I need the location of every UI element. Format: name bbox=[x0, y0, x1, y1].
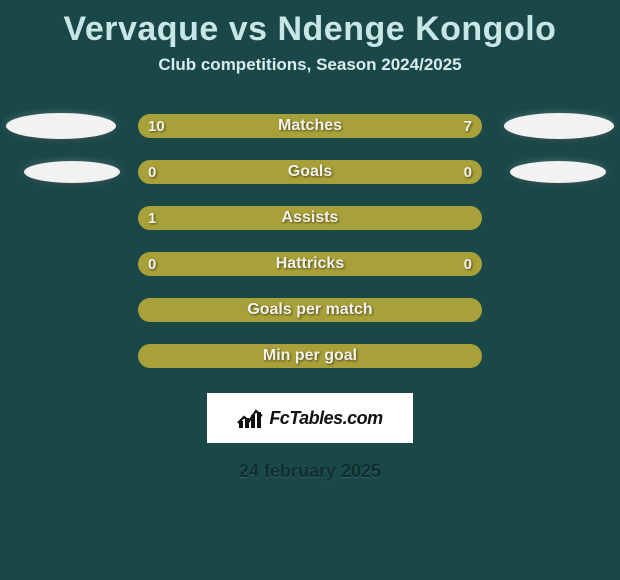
page-title: Vervaque vs Ndenge Kongolo bbox=[64, 10, 557, 49]
stat-label: Goals bbox=[288, 163, 332, 181]
stat-bar: Goals per match bbox=[138, 298, 482, 322]
player-right-marker bbox=[504, 113, 614, 139]
stat-label: Assists bbox=[282, 209, 339, 227]
stat-left-value: 0 bbox=[148, 256, 156, 273]
brand-text: FcTables.com bbox=[269, 408, 382, 429]
stat-label: Goals per match bbox=[247, 301, 372, 319]
stat-left-value: 1 bbox=[148, 210, 156, 227]
stat-bar: Min per goal bbox=[138, 344, 482, 368]
stat-left-value: 10 bbox=[148, 118, 165, 135]
stat-label: Hattricks bbox=[276, 255, 344, 273]
chart-icon bbox=[237, 407, 263, 429]
player-left-marker bbox=[6, 113, 116, 139]
stat-right-value: 0 bbox=[464, 164, 472, 181]
player-right-marker bbox=[510, 161, 606, 183]
stat-bar: 1 Assists bbox=[138, 206, 482, 230]
stat-right-value: 0 bbox=[464, 256, 472, 273]
stats-area: 10 Matches 7 0 Goals 0 1 Assists 0 Hattricks 0 Goal… bbox=[0, 103, 620, 379]
stat-label: Matches bbox=[278, 117, 342, 135]
stat-row: 0 Hattricks 0 bbox=[0, 241, 620, 287]
brand-badge: FcTables.com bbox=[207, 393, 413, 443]
subtitle: Club competitions, Season 2024/2025 bbox=[158, 55, 461, 75]
stat-row: Goals per match bbox=[0, 287, 620, 333]
stat-row: 1 Assists bbox=[0, 195, 620, 241]
stat-bar: 10 Matches 7 bbox=[138, 114, 482, 138]
stat-bar: 0 Goals 0 bbox=[138, 160, 482, 184]
stat-right-value: 7 bbox=[464, 118, 472, 135]
stat-left-value: 0 bbox=[148, 164, 156, 181]
stat-label: Min per goal bbox=[263, 347, 357, 365]
stat-row: 10 Matches 7 bbox=[0, 103, 620, 149]
date-label: 24 february 2025 bbox=[239, 461, 381, 482]
stat-bar: 0 Hattricks 0 bbox=[138, 252, 482, 276]
stat-row: 0 Goals 0 bbox=[0, 149, 620, 195]
player-left-marker bbox=[24, 161, 120, 183]
stat-row: Min per goal bbox=[0, 333, 620, 379]
comparison-card: Vervaque vs Ndenge Kongolo Club competit… bbox=[0, 0, 620, 482]
